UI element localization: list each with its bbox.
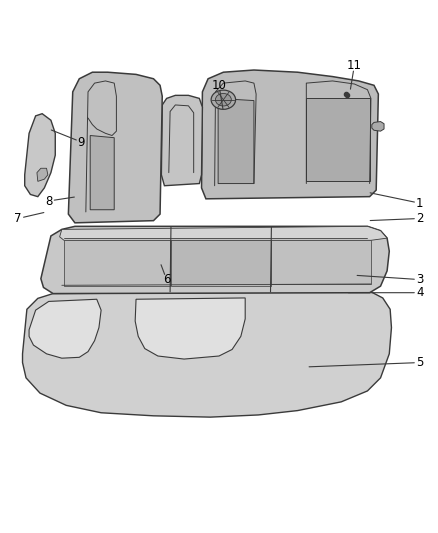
Text: 11: 11 bbox=[347, 59, 362, 72]
Polygon shape bbox=[272, 240, 371, 284]
Text: 6: 6 bbox=[163, 273, 170, 286]
Polygon shape bbox=[171, 240, 271, 286]
Polygon shape bbox=[60, 227, 387, 240]
Text: 8: 8 bbox=[45, 195, 53, 207]
Polygon shape bbox=[64, 240, 170, 286]
Text: 3: 3 bbox=[416, 273, 424, 286]
Text: 4: 4 bbox=[416, 286, 424, 299]
Ellipse shape bbox=[211, 90, 236, 109]
Polygon shape bbox=[161, 95, 202, 185]
Polygon shape bbox=[22, 292, 392, 417]
Polygon shape bbox=[41, 227, 389, 294]
Polygon shape bbox=[372, 122, 384, 131]
Polygon shape bbox=[218, 99, 254, 183]
Polygon shape bbox=[306, 99, 370, 181]
Polygon shape bbox=[37, 168, 48, 181]
Text: 5: 5 bbox=[416, 356, 424, 369]
Polygon shape bbox=[25, 114, 55, 197]
Text: 1: 1 bbox=[416, 197, 424, 209]
Text: 2: 2 bbox=[416, 212, 424, 225]
Polygon shape bbox=[90, 135, 114, 210]
Ellipse shape bbox=[215, 93, 231, 106]
Polygon shape bbox=[135, 298, 245, 359]
Text: 7: 7 bbox=[14, 212, 22, 225]
Text: 10: 10 bbox=[212, 79, 226, 92]
Polygon shape bbox=[68, 72, 162, 223]
Text: 9: 9 bbox=[78, 135, 85, 149]
Polygon shape bbox=[201, 70, 378, 199]
Polygon shape bbox=[29, 299, 101, 358]
